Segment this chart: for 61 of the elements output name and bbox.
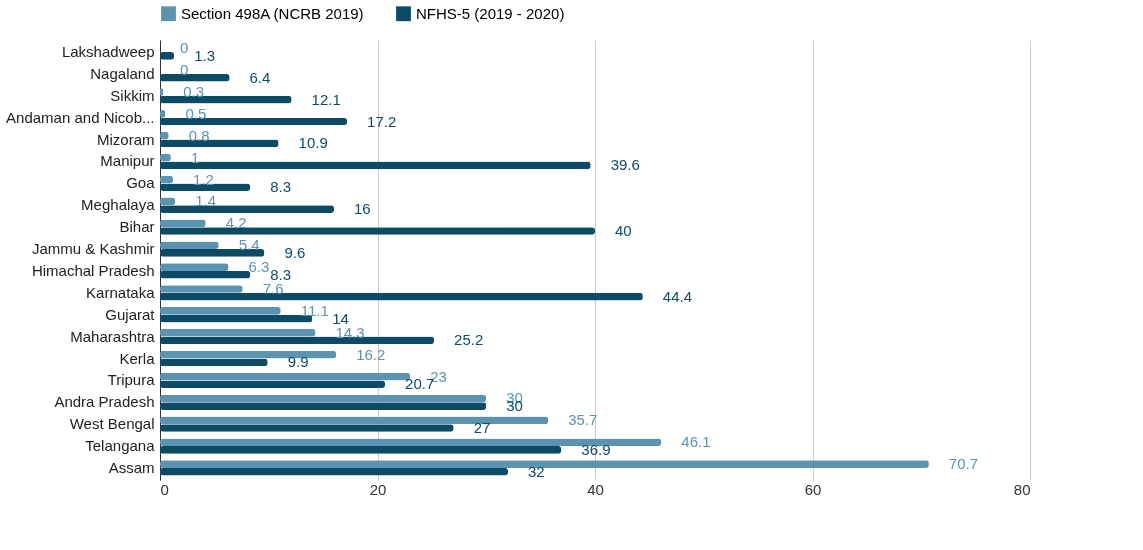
y-tick-label: Tripura [107, 371, 156, 389]
data-label: 27 [473, 419, 491, 437]
data-label: 5.4 [238, 236, 260, 254]
legend-label: Section 498A (NCRB 2019) [181, 4, 364, 22]
data-label: 0 [180, 39, 189, 57]
data-label: 46.1 [681, 433, 711, 451]
y-tick-label: Nagaland [90, 64, 155, 82]
y-tick-label: Manipur [100, 152, 155, 170]
data-label: 0.5 [185, 104, 207, 122]
y-tick-label: Jammu & Kashmir [31, 240, 155, 258]
data-label: 44.4 [662, 287, 693, 305]
data-label: 1 [190, 148, 200, 166]
y-tick-label: Assam [108, 458, 155, 476]
data-label: 6.4 [249, 68, 271, 86]
y-tick-label: Telangana [85, 437, 156, 455]
data-label: 0 [180, 61, 189, 79]
data-label: 0.3 [183, 82, 205, 100]
y-tick-label: Karnataka [86, 283, 156, 301]
data-label: 70.7 [948, 455, 979, 473]
data-label: 8.3 [270, 265, 292, 283]
data-label: 16.2 [356, 345, 386, 363]
data-label: 25.2 [454, 331, 484, 349]
y-tick-label: Andra Pradesh [54, 393, 155, 411]
data-label: 1.3 [194, 46, 215, 64]
y-tick-label: Meghalaya [81, 196, 156, 214]
x-tick-label: 80 [1013, 480, 1031, 498]
y-tick-label: Mizoram [96, 130, 155, 148]
data-label: 9.9 [287, 353, 309, 371]
data-label: 39.6 [610, 156, 640, 174]
data-label: 32 [528, 462, 545, 480]
y-tick-label: Maharashtra [70, 327, 156, 345]
data-label: 4.2 [225, 214, 247, 232]
x-tick-label: 40 [587, 480, 604, 498]
y-tick-label: West Bengal [69, 415, 155, 433]
data-label: 8.3 [270, 178, 292, 196]
data-label: 12.1 [311, 90, 341, 108]
data-label: 10.9 [298, 134, 328, 152]
data-label: 7.6 [262, 280, 284, 297]
x-tick-label: 20 [369, 480, 387, 498]
y-tick-label: Himachal Pradesh [31, 261, 155, 279]
data-label: 17.2 [367, 112, 397, 130]
data-label: 36.9 [581, 440, 611, 458]
data-label: 11.1 [300, 301, 329, 319]
y-tick-label: Kerla [119, 349, 156, 367]
data-label: 6.3 [248, 258, 270, 276]
x-tick-label: 60 [804, 480, 822, 498]
data-label: 0.8 [188, 126, 210, 144]
y-tick-label: Bihar [119, 218, 155, 236]
legend-label: NFHS-5 (2019 - 2020) [416, 4, 565, 22]
y-tick-label: Sikkim [110, 86, 155, 104]
data-label: 1.4 [195, 192, 217, 210]
data-label: 1.2 [193, 170, 214, 188]
x-tick-label: 0 [160, 480, 169, 498]
y-tick-label: Lakshadweep [61, 43, 155, 61]
data-label: 40 [615, 222, 632, 239]
data-label: 16 [354, 200, 371, 218]
y-tick-label: Andaman and Nicob... [6, 108, 155, 126]
data-label: 35.7 [568, 411, 598, 429]
y-tick-label: Goa [126, 174, 156, 192]
y-tick-label: Gujarat [105, 305, 156, 323]
data-label: 9.6 [284, 243, 306, 261]
